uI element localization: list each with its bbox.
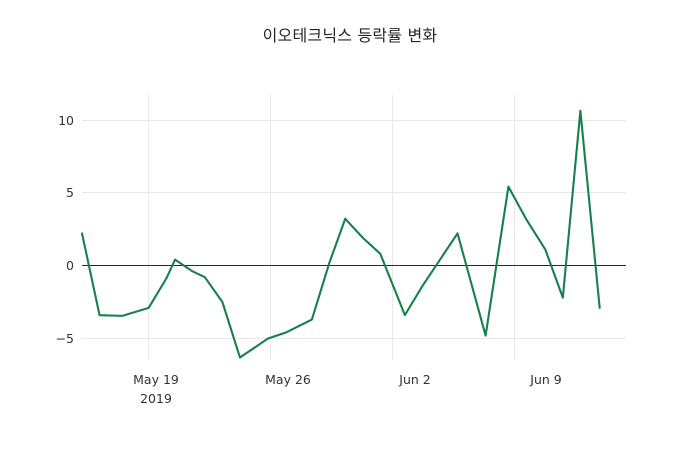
x-axis-tick-labels: May 19 2019 May 26 Jun 2 Jun 9: [133, 372, 562, 406]
y-axis-tick-labels: 10 5 0 −5: [56, 113, 74, 346]
gridlines-vertical: [148, 95, 515, 360]
xtick-label-jun2: Jun 2: [398, 372, 430, 387]
gridlines-horizontal: [82, 120, 626, 339]
ytick-label-minus5: −5: [56, 331, 74, 346]
xtick-label-may19-year: 2019: [140, 391, 172, 406]
ytick-label-5: 5: [66, 185, 74, 200]
data-series-line: [80, 109, 601, 359]
xtick-label-may26: May 26: [265, 372, 311, 387]
chart-title: 이오테크닉스 등락률 변화: [262, 26, 438, 45]
xtick-label-may19: May 19: [133, 372, 179, 387]
ytick-label-0: 0: [66, 258, 74, 273]
xtick-label-jun9: Jun 9: [529, 372, 562, 387]
ytick-label-10: 10: [58, 113, 74, 128]
